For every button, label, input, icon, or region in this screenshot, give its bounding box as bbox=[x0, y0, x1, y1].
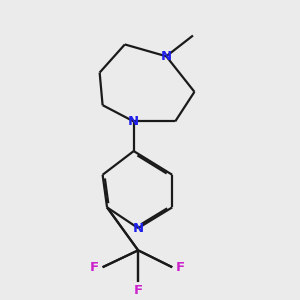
Text: F: F bbox=[134, 284, 143, 297]
Text: F: F bbox=[176, 261, 185, 274]
Text: N: N bbox=[133, 222, 144, 235]
Text: N: N bbox=[128, 115, 139, 128]
Text: N: N bbox=[161, 50, 172, 63]
Text: F: F bbox=[90, 261, 99, 274]
